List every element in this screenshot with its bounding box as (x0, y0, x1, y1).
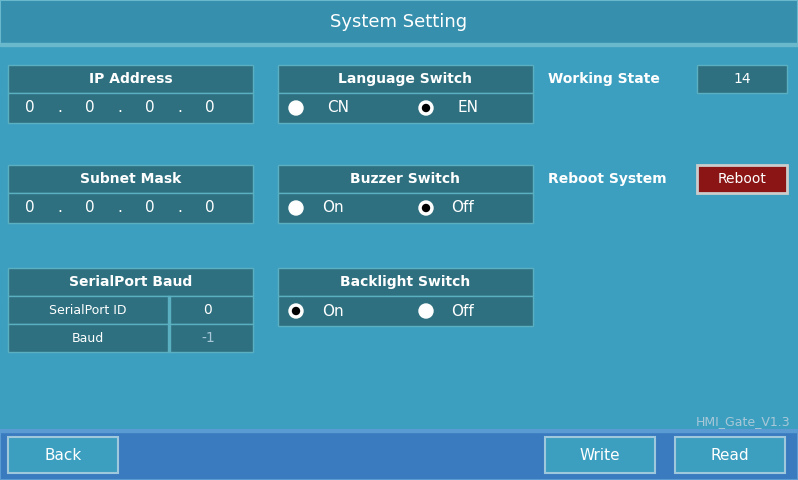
Text: On: On (322, 303, 344, 319)
Circle shape (419, 101, 433, 115)
FancyBboxPatch shape (0, 46, 798, 430)
Text: Reboot: Reboot (717, 172, 766, 186)
FancyBboxPatch shape (0, 43, 798, 46)
Text: Language Switch: Language Switch (338, 72, 472, 86)
Text: Back: Back (45, 447, 81, 463)
FancyBboxPatch shape (8, 296, 253, 324)
Text: SerialPort ID: SerialPort ID (49, 303, 127, 316)
Text: 14: 14 (733, 72, 751, 86)
Text: .: . (57, 201, 62, 216)
FancyBboxPatch shape (0, 430, 798, 480)
Text: Write: Write (579, 447, 620, 463)
Text: Read: Read (711, 447, 749, 463)
FancyBboxPatch shape (8, 165, 253, 193)
Text: Subnet Mask: Subnet Mask (80, 172, 181, 186)
Circle shape (422, 105, 429, 111)
Text: 0: 0 (26, 201, 35, 216)
Text: 0: 0 (145, 100, 155, 116)
Text: -1: -1 (201, 331, 215, 345)
Text: HMI_Gate_V1.3: HMI_Gate_V1.3 (695, 416, 790, 429)
FancyBboxPatch shape (168, 324, 169, 352)
FancyBboxPatch shape (278, 93, 533, 123)
FancyBboxPatch shape (675, 437, 785, 473)
Circle shape (289, 201, 303, 215)
FancyBboxPatch shape (697, 65, 787, 93)
FancyBboxPatch shape (278, 65, 533, 93)
Text: 0: 0 (205, 201, 215, 216)
Text: IP Address: IP Address (89, 72, 172, 86)
FancyBboxPatch shape (8, 193, 253, 223)
FancyBboxPatch shape (0, 430, 798, 432)
Text: .: . (57, 100, 62, 116)
FancyBboxPatch shape (278, 165, 533, 193)
Text: .: . (117, 201, 122, 216)
Text: .: . (178, 100, 183, 116)
Text: Reboot System: Reboot System (548, 172, 666, 186)
Text: 0: 0 (205, 100, 215, 116)
FancyBboxPatch shape (278, 193, 533, 223)
Text: SerialPort Baud: SerialPort Baud (69, 275, 192, 289)
Circle shape (289, 101, 303, 115)
FancyBboxPatch shape (0, 0, 798, 45)
Circle shape (289, 304, 303, 318)
FancyBboxPatch shape (545, 437, 655, 473)
Circle shape (419, 201, 433, 215)
Text: Off: Off (452, 201, 474, 216)
Circle shape (419, 304, 433, 318)
FancyBboxPatch shape (168, 296, 169, 324)
FancyBboxPatch shape (8, 65, 253, 93)
FancyBboxPatch shape (8, 93, 253, 123)
FancyBboxPatch shape (278, 296, 533, 326)
FancyBboxPatch shape (697, 165, 787, 193)
FancyBboxPatch shape (8, 437, 118, 473)
Text: 0: 0 (203, 303, 212, 317)
Text: 0: 0 (26, 100, 35, 116)
Text: System Setting: System Setting (330, 13, 468, 31)
Text: Buzzer Switch: Buzzer Switch (350, 172, 460, 186)
Circle shape (422, 204, 429, 212)
Text: On: On (322, 201, 344, 216)
FancyBboxPatch shape (8, 324, 253, 352)
Text: 0: 0 (145, 201, 155, 216)
FancyBboxPatch shape (278, 268, 533, 296)
Text: Working State: Working State (548, 72, 660, 86)
Text: Backlight Switch: Backlight Switch (341, 275, 471, 289)
Text: .: . (117, 100, 122, 116)
Text: Off: Off (452, 303, 474, 319)
Text: Baud: Baud (72, 332, 104, 345)
Text: .: . (178, 201, 183, 216)
FancyBboxPatch shape (8, 268, 253, 296)
Text: 0: 0 (85, 100, 95, 116)
Text: 0: 0 (85, 201, 95, 216)
Text: EN: EN (457, 100, 479, 116)
Text: CN: CN (327, 100, 349, 116)
Circle shape (293, 308, 299, 314)
